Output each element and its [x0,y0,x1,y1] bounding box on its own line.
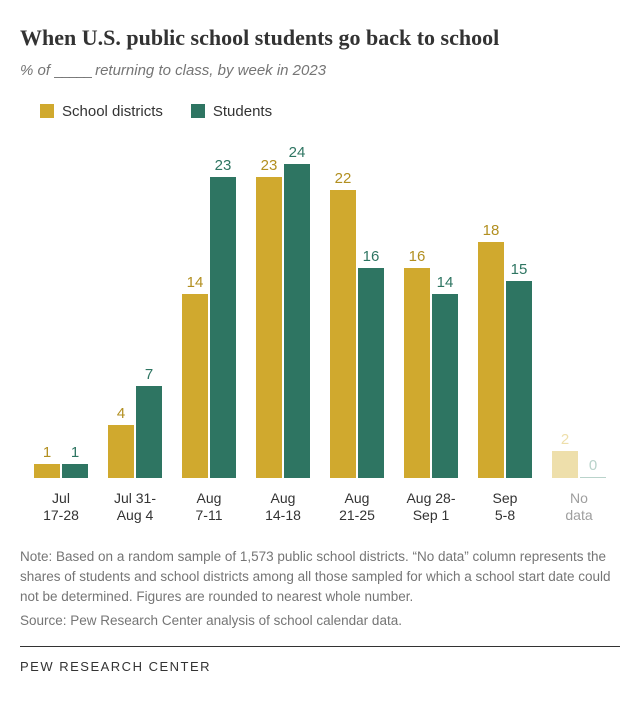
legend: School districts Students [40,103,620,120]
bar-pair: 47 [98,138,172,478]
bar-rect [182,294,208,477]
bar-districts: 23 [256,138,282,478]
legend-swatch-districts [40,104,54,118]
legend-item-students: Students [191,103,272,120]
legend-label-districts: School districts [62,103,163,120]
bar-rect [62,464,88,477]
x-axis-label: Aug 28-Sep 1 [394,484,468,525]
bar-group: 47 [98,138,172,478]
bar-students: 24 [284,138,310,478]
legend-swatch-students [191,104,205,118]
x-axis-label: Aug21-25 [320,484,394,525]
bar-value-label: 23 [261,158,278,173]
bar-pair: 1815 [468,138,542,478]
bar-group: 1614 [394,138,468,478]
bar-group: 14 23 [172,138,246,478]
bar-group: 11 [24,138,98,478]
bar-students: 23 [210,138,236,478]
bar-group: 22 16 [320,138,394,478]
bar-value-label: 22 [335,171,352,186]
bar-students: 7 [136,138,162,478]
bar-students: 14 [432,138,458,478]
bar-rect [210,177,236,478]
bar-rect [404,268,430,477]
bar-rect [108,425,134,477]
bar-pair: 1614 [394,138,468,478]
bar-students: 1 [62,138,88,478]
bar-pair: 20 [542,138,616,478]
subtitle-blank: _____ [54,62,91,79]
bar-value-label: 4 [117,406,125,421]
bar-districts: 18 [478,138,504,478]
bar-rect [506,281,532,477]
bar-rect [552,451,578,477]
bar-rect [330,190,356,478]
bar-districts: 14 [182,138,208,478]
bar-value-label: 24 [289,145,306,160]
chart-note: Note: Based on a random sample of 1,573 … [20,547,620,608]
bar-rect [358,268,384,477]
x-axis: Jul17-28Jul 31-Aug 4Aug7-11Aug14-18Aug21… [20,484,620,525]
bar-pair: 23 24 [246,138,320,478]
bar-rect [34,464,60,477]
x-axis-label: Jul 31-Aug 4 [98,484,172,525]
subtitle-pre: % of [20,62,54,79]
bar-group: 23 24 [246,138,320,478]
bar-rect [256,177,282,478]
bar-districts: 4 [108,138,134,478]
bar-rect [284,164,310,478]
bar-students: 16 [358,138,384,478]
bar-rect [136,386,162,478]
bar-districts: 16 [404,138,430,478]
bar-rect [432,294,458,477]
x-axis-label: Aug7-11 [172,484,246,525]
bar-pair: 14 23 [172,138,246,478]
bar-rect [580,477,606,478]
chart-subtitle: % of _____ returning to class, by week i… [20,62,620,79]
chart-source: Source: Pew Research Center analysis of … [20,611,620,631]
bar-value-label: 1 [71,445,79,460]
bar-pair: 22 16 [320,138,394,478]
chart-title: When U.S. public school students go back… [20,24,620,52]
bar-districts: 2 [552,138,578,478]
legend-label-students: Students [213,103,272,120]
x-axis-label: Sep5-8 [468,484,542,525]
bar-value-label: 0 [589,458,597,473]
bar-value-label: 23 [215,158,232,173]
bar-students: 15 [506,138,532,478]
bar-chart: 11471423232422161614181520 [20,138,620,478]
bar-value-label: 1 [43,445,51,460]
x-axis-label: Aug14-18 [246,484,320,525]
bar-districts: 22 [330,138,356,478]
bar-value-label: 18 [483,223,500,238]
bar-rect [478,242,504,477]
legend-item-districts: School districts [40,103,163,120]
subtitle-post: returning to class, by week in 2023 [91,62,326,79]
bar-value-label: 14 [437,275,454,290]
bar-value-label: 7 [145,367,153,382]
bar-pair: 11 [24,138,98,478]
bar-value-label: 16 [409,249,426,264]
bar-value-label: 15 [511,262,528,277]
bar-group: 20 [542,138,616,478]
bar-value-label: 14 [187,275,204,290]
bar-value-label: 2 [561,432,569,447]
bar-value-label: 16 [363,249,380,264]
footer-divider [20,646,620,647]
bar-districts: 1 [34,138,60,478]
x-axis-label: Nodata [542,484,616,525]
x-axis-label: Jul17-28 [24,484,98,525]
bar-students: 0 [580,138,606,478]
bar-group: 1815 [468,138,542,478]
footer-brand: PEW RESEARCH CENTER [20,659,620,674]
